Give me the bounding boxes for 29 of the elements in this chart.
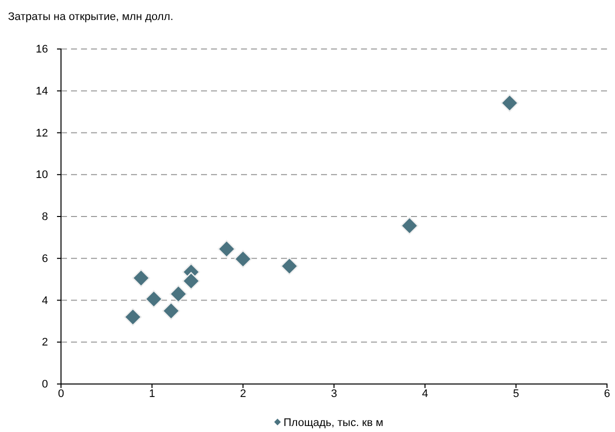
point <box>182 272 200 290</box>
x-tick-label: 2 <box>240 388 246 400</box>
x-tick-label: 1 <box>148 388 156 400</box>
point <box>500 94 518 112</box>
y-tick-label: 4 <box>42 294 48 307</box>
y-tick-label: 8 <box>42 211 48 224</box>
y-tick-label: 16 <box>36 44 48 56</box>
x-tick-label: 5 <box>512 388 520 400</box>
point <box>218 240 236 258</box>
y-axis-title: Затраты на открытие, млн долл. <box>8 11 174 23</box>
y-tick-label: 12 <box>36 127 48 140</box>
x-tick-label: 4 <box>422 388 428 400</box>
point <box>400 217 418 234</box>
x-tick-label: 3 <box>330 388 338 400</box>
point <box>280 257 298 275</box>
y-tick-label: 0 <box>42 378 48 391</box>
y-tick-label: 6 <box>42 252 48 265</box>
y-tick-label: 14 <box>36 85 48 98</box>
legend-label: Площадь, тыс. кв м <box>284 417 384 429</box>
point <box>145 290 162 308</box>
x-tick-label: 6 <box>604 388 610 400</box>
point <box>234 250 252 268</box>
point <box>162 302 180 320</box>
point <box>132 269 150 287</box>
point <box>124 308 142 326</box>
y-tick-label: 2 <box>42 336 48 349</box>
x-tick-label: 0 <box>58 388 64 400</box>
y-tick-label: 10 <box>36 169 48 182</box>
point <box>170 285 188 303</box>
